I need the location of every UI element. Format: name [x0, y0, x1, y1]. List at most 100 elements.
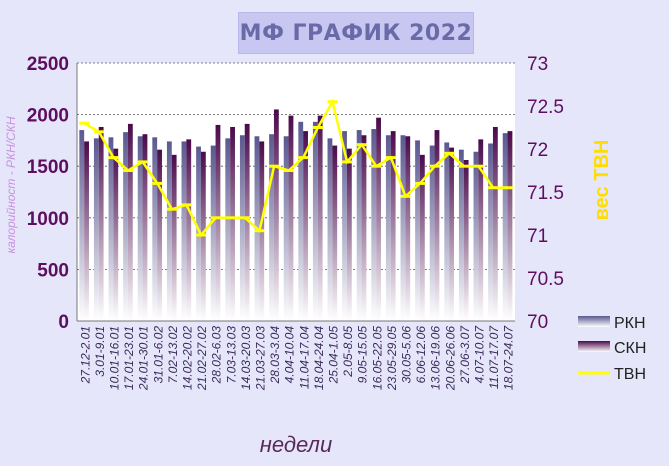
- x-tick-label: 28.02-6.03: [210, 326, 224, 385]
- bar-rkn: [444, 142, 450, 321]
- y2-tick-label: 73: [527, 54, 548, 75]
- y-tick-label: 0: [58, 312, 69, 333]
- x-tick-label: 4.07-10.07: [473, 325, 487, 384]
- y2-axis-label: вес ТВН: [591, 140, 613, 221]
- x-tick-label: 24.01-30.01: [137, 326, 151, 391]
- y-tick-label: 1500: [27, 157, 69, 178]
- x-tick-label: 21.02-27.02: [195, 326, 209, 391]
- legend-label: СКН: [614, 340, 646, 357]
- bar-skn: [507, 131, 513, 321]
- bar-skn: [157, 149, 162, 321]
- x-tick-label: 7.03-13.03: [224, 326, 238, 384]
- bar-rkn: [269, 134, 274, 321]
- y2-tick-label: 71.5: [527, 183, 564, 204]
- bar-rkn: [298, 121, 304, 321]
- bar-rkn: [400, 135, 406, 321]
- bar-skn: [113, 148, 119, 321]
- x-tick-label: 18.04-24.04: [312, 326, 326, 390]
- bar-skn: [98, 126, 104, 321]
- y2-tick-label: 70.5: [527, 269, 564, 290]
- bar-skn: [361, 135, 367, 321]
- bar-rkn: [79, 130, 85, 321]
- bar-rkn: [283, 136, 289, 321]
- x-tick-label: 11.04-17.04: [297, 326, 311, 389]
- bar-rkn: [488, 143, 493, 321]
- legend-swatch-rkn: [578, 316, 610, 327]
- x-tick-label: 30.05-5.06: [400, 326, 414, 384]
- bar-skn: [273, 109, 279, 321]
- legend-label: РКН: [614, 315, 646, 332]
- bar-rkn: [415, 140, 420, 321]
- bar-skn: [215, 124, 221, 321]
- chart-title: МФ ГРАФИК 2022: [239, 20, 473, 46]
- bar-rkn: [342, 131, 347, 321]
- x-tick-label: 21.03-27.03: [254, 326, 268, 391]
- y-tick-label: 2500: [27, 54, 69, 75]
- bar-rkn: [429, 145, 435, 321]
- x-tick-label: 31.01-6.02: [151, 326, 165, 384]
- bar-rkn: [458, 149, 464, 321]
- bar-rkn: [371, 129, 377, 321]
- bar-skn: [186, 139, 192, 321]
- bar-skn: [127, 123, 133, 321]
- x-tick-label: 13.06-19.06: [429, 326, 443, 390]
- x-tick-label: 27.12-2.01: [78, 326, 92, 384]
- bar-skn: [171, 154, 177, 321]
- x-tick-label: 2.05-8.05: [341, 326, 355, 378]
- x-tick-label: 11.07-17.07: [487, 325, 501, 389]
- x-tick-label: 25.04-1.05: [327, 326, 341, 385]
- x-tick-label: 10.01-16.01: [108, 326, 122, 390]
- legend-swatch-skn: [578, 341, 610, 352]
- bar-skn: [332, 145, 338, 321]
- x-tick-label: 20.06-26.06: [443, 326, 457, 391]
- x-tick-label: 23.05-29.05: [385, 326, 399, 391]
- bar-skn: [419, 154, 425, 321]
- x-tick-label: 9.05-15.05: [356, 326, 370, 384]
- bar-rkn: [385, 135, 391, 321]
- legend-label: ТВН: [614, 366, 646, 383]
- y-tick-label: 2000: [27, 106, 69, 127]
- bar-rkn: [239, 135, 245, 321]
- bar-skn: [463, 160, 469, 321]
- bar-skn: [230, 126, 235, 321]
- bar-skn: [288, 115, 294, 322]
- bar-skn: [405, 136, 411, 321]
- x-tick-label: 14.02-20.02: [181, 326, 195, 390]
- x-tick-label: 18.07-24.07: [502, 325, 516, 390]
- bar-rkn: [312, 121, 318, 321]
- bar-skn: [390, 131, 396, 321]
- y2-tick-label: 72: [527, 140, 548, 161]
- x-tick-label: 14.03-20.03: [239, 326, 253, 390]
- bar-rkn: [123, 132, 128, 321]
- x-tick-label: 7.02-13.02: [166, 326, 180, 384]
- bar-rkn: [327, 138, 333, 321]
- y-axis-label: калорийност - РКН/СКН: [4, 116, 18, 253]
- series-line-tvn: [83, 98, 508, 238]
- bar-rkn: [225, 138, 231, 321]
- bar-skn: [244, 123, 250, 321]
- chart-title-box: МФ ГРАФИК 2022: [238, 12, 474, 54]
- bar-skn: [434, 130, 440, 321]
- bar-rkn: [473, 151, 479, 321]
- bar-rkn: [356, 130, 362, 321]
- bar-skn: [478, 139, 484, 321]
- bar-skn: [492, 126, 498, 321]
- x-tick-label: 6.06-12.06: [414, 326, 428, 384]
- x-tick-label: 28.03-3.04: [268, 326, 282, 385]
- bar-skn: [449, 147, 454, 321]
- bar-skn: [317, 115, 323, 322]
- bar-rkn: [108, 137, 114, 321]
- bar-rkn: [93, 138, 99, 321]
- y2-tick-label: 70: [527, 312, 548, 333]
- x-tick-label: 3.01-9.01: [93, 326, 107, 377]
- bar-rkn: [502, 133, 508, 321]
- bar-skn: [376, 117, 381, 321]
- bar-rkn: [166, 141, 172, 321]
- y-tick-label: 1000: [27, 209, 69, 230]
- bar-rkn: [152, 137, 158, 321]
- x-axis-label: недели: [260, 432, 332, 457]
- y2-tick-label: 71: [527, 226, 548, 247]
- bar-skn: [142, 134, 148, 321]
- x-tick-label: 27.06-3.07: [458, 325, 472, 385]
